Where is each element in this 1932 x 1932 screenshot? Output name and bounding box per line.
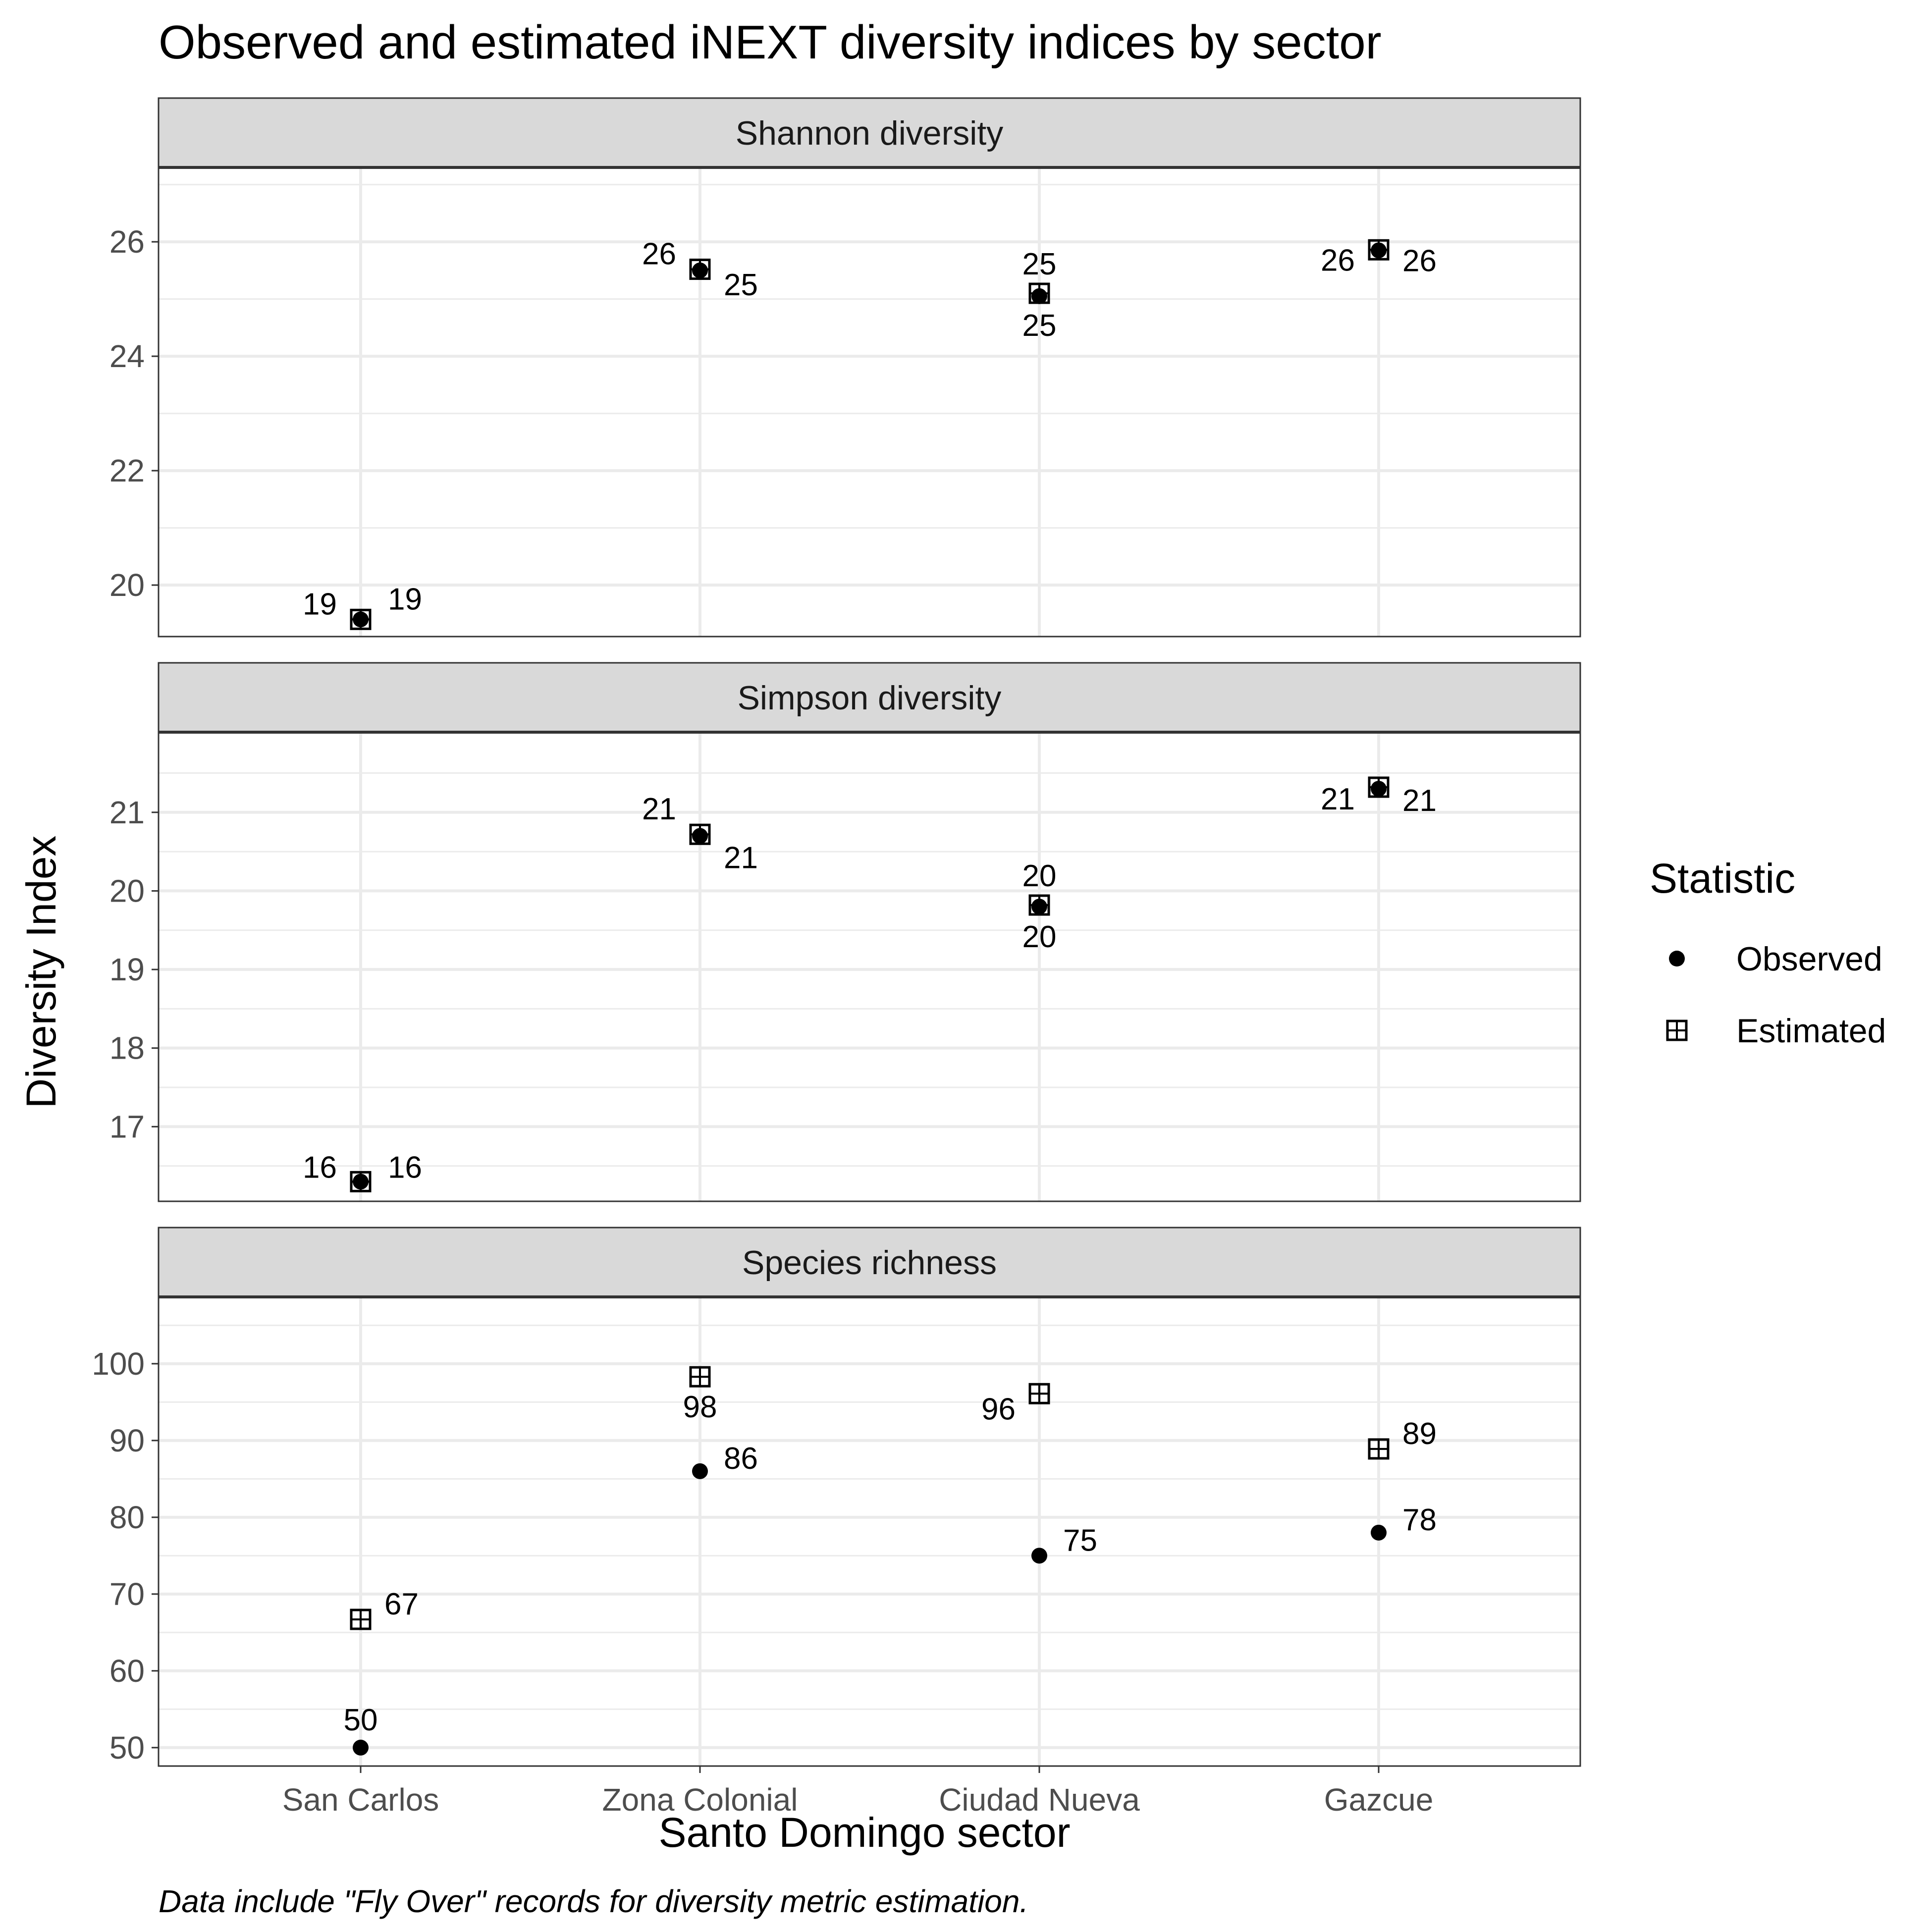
observed-point-ciudad-nueva — [1031, 288, 1047, 304]
legend-title: Statistic — [1650, 855, 1795, 902]
y-tick-label: 22 — [109, 453, 145, 488]
y-tick-label: 24 — [109, 338, 145, 374]
x-tick-label-ciudad-nueva: Ciudad Nueva — [939, 1782, 1140, 1818]
legend-key-observed — [1669, 951, 1685, 966]
strip-simpson-diversity — [158, 662, 1581, 733]
strip-label-simpson-diversity: Simpson diversity — [738, 679, 1002, 717]
estimated-label-gazcue: 21 — [1321, 782, 1355, 816]
estimated-label-san-carlos: 67 — [384, 1587, 419, 1621]
observed-label-zona-colonial: 86 — [724, 1442, 758, 1476]
estimated-point-zona-colonial — [689, 1366, 711, 1388]
panel-background — [159, 732, 1580, 1201]
estimated-point-ciudad-nueva — [1028, 1383, 1050, 1404]
y-tick-label: 80 — [109, 1500, 145, 1535]
facet-species-richness: Species richness 50 60 70 80 90 100 San Carlos Z… — [92, 1227, 1581, 1818]
observed-point-zona-colonial — [692, 1463, 708, 1479]
y-axis-title: Diversity Index — [18, 836, 64, 1109]
y-tick-label: 20 — [109, 873, 145, 909]
observed-point-gazcue — [1371, 781, 1387, 797]
estimated-point-san-carlos — [350, 1609, 372, 1630]
estimated-label-ciudad-nueva: 25 — [1022, 247, 1057, 281]
observed-label-san-carlos: 50 — [344, 1703, 378, 1737]
panel-border — [158, 731, 1581, 1202]
observed-point-gazcue — [1371, 242, 1387, 259]
observed-label-zona-colonial: 21 — [724, 841, 758, 875]
observed-label-gazcue: 26 — [1402, 244, 1437, 278]
observed-point-san-carlos — [353, 1174, 369, 1190]
estimated-point-gazcue — [1368, 1438, 1390, 1460]
strip-shannon-diversity — [158, 97, 1581, 168]
estimated-label-ciudad-nueva: 96 — [981, 1392, 1016, 1426]
observed-point-san-carlos — [353, 611, 369, 628]
estimated-label-gazcue: 89 — [1402, 1417, 1437, 1451]
estimated-label-san-carlos: 16 — [303, 1150, 337, 1184]
y-tick-label: 17 — [109, 1109, 145, 1144]
panel-background — [159, 1297, 1580, 1766]
y-tick-label: 100 — [92, 1346, 145, 1382]
legend-label-observed: Observed — [1736, 940, 1882, 978]
estimated-label-zona-colonial: 98 — [683, 1390, 717, 1424]
observed-point-zona-colonial — [692, 262, 708, 278]
x-tick-label-zona-colonial: Zona Colonial — [602, 1782, 798, 1818]
observed-point-san-carlos — [353, 1739, 369, 1756]
strip-label-shannon-diversity: Shannon diversity — [736, 114, 1004, 152]
strip-species-richness — [158, 1227, 1581, 1298]
observed-label-gazcue: 78 — [1402, 1503, 1437, 1537]
estimated-label-zona-colonial: 26 — [642, 237, 676, 271]
y-tick-label: 60 — [109, 1653, 145, 1689]
observed-label-ciudad-nueva: 75 — [1063, 1523, 1097, 1557]
estimated-label-san-carlos: 19 — [303, 587, 337, 621]
y-tick-label: 19 — [109, 952, 145, 987]
observed-point-ciudad-nueva — [1031, 1548, 1047, 1564]
y-tick-label: 50 — [109, 1730, 145, 1766]
observed-label-san-carlos: 16 — [388, 1150, 422, 1184]
y-tick-label: 90 — [109, 1423, 145, 1458]
y-tick-label: 26 — [109, 224, 145, 260]
strip-label-species-richness: Species richness — [742, 1244, 997, 1282]
observed-label-ciudad-nueva: 20 — [1022, 920, 1057, 954]
y-tick-label: 70 — [109, 1576, 145, 1612]
facet-simpson-diversity: Simpson diversity 17 18 19 20 21 16 16 21 21 20 20 2… — [109, 662, 1581, 1202]
legend-label-estimated: Estimated — [1736, 1012, 1886, 1050]
y-tick-label: 21 — [109, 795, 145, 830]
x-tick-label-gazcue: Gazcue — [1324, 1782, 1434, 1818]
x-tick-label-san-carlos: San Carlos — [282, 1782, 439, 1818]
chart-title: Observed and estimated iNEXT diversity i… — [159, 16, 1382, 69]
facet-shannon-diversity: Shannon diversity 20 22 24 26 19 19 25 26 25 25 26 2… — [109, 97, 1581, 638]
observed-label-zona-colonial: 25 — [724, 268, 758, 302]
caption: Data include "Fly Over" records for dive… — [159, 1883, 1028, 1919]
x-axis-title: Santo Domingo sector — [658, 1809, 1070, 1856]
observed-label-san-carlos: 19 — [388, 582, 422, 616]
observed-label-gazcue: 21 — [1402, 784, 1437, 818]
legend-key-estimated — [1666, 1020, 1688, 1041]
panel-border — [158, 1296, 1581, 1767]
y-tick-label: 18 — [109, 1030, 145, 1066]
y-tick-label: 20 — [109, 567, 145, 603]
facet-panels: Shannon diversity 20 22 24 26 19 19 25 26 25 25 26 2… — [92, 97, 1581, 1818]
legend: Statistic Observed Estimated — [1650, 855, 1886, 1050]
observed-point-gazcue — [1371, 1524, 1387, 1541]
estimated-label-zona-colonial: 21 — [642, 792, 676, 826]
observed-point-zona-colonial — [692, 828, 708, 844]
observed-point-ciudad-nueva — [1031, 899, 1047, 915]
estimated-label-gazcue: 26 — [1321, 243, 1355, 277]
observed-label-ciudad-nueva: 25 — [1022, 309, 1057, 343]
estimated-label-ciudad-nueva: 20 — [1022, 859, 1057, 893]
panel-background — [159, 167, 1580, 637]
panel-border — [158, 166, 1581, 638]
